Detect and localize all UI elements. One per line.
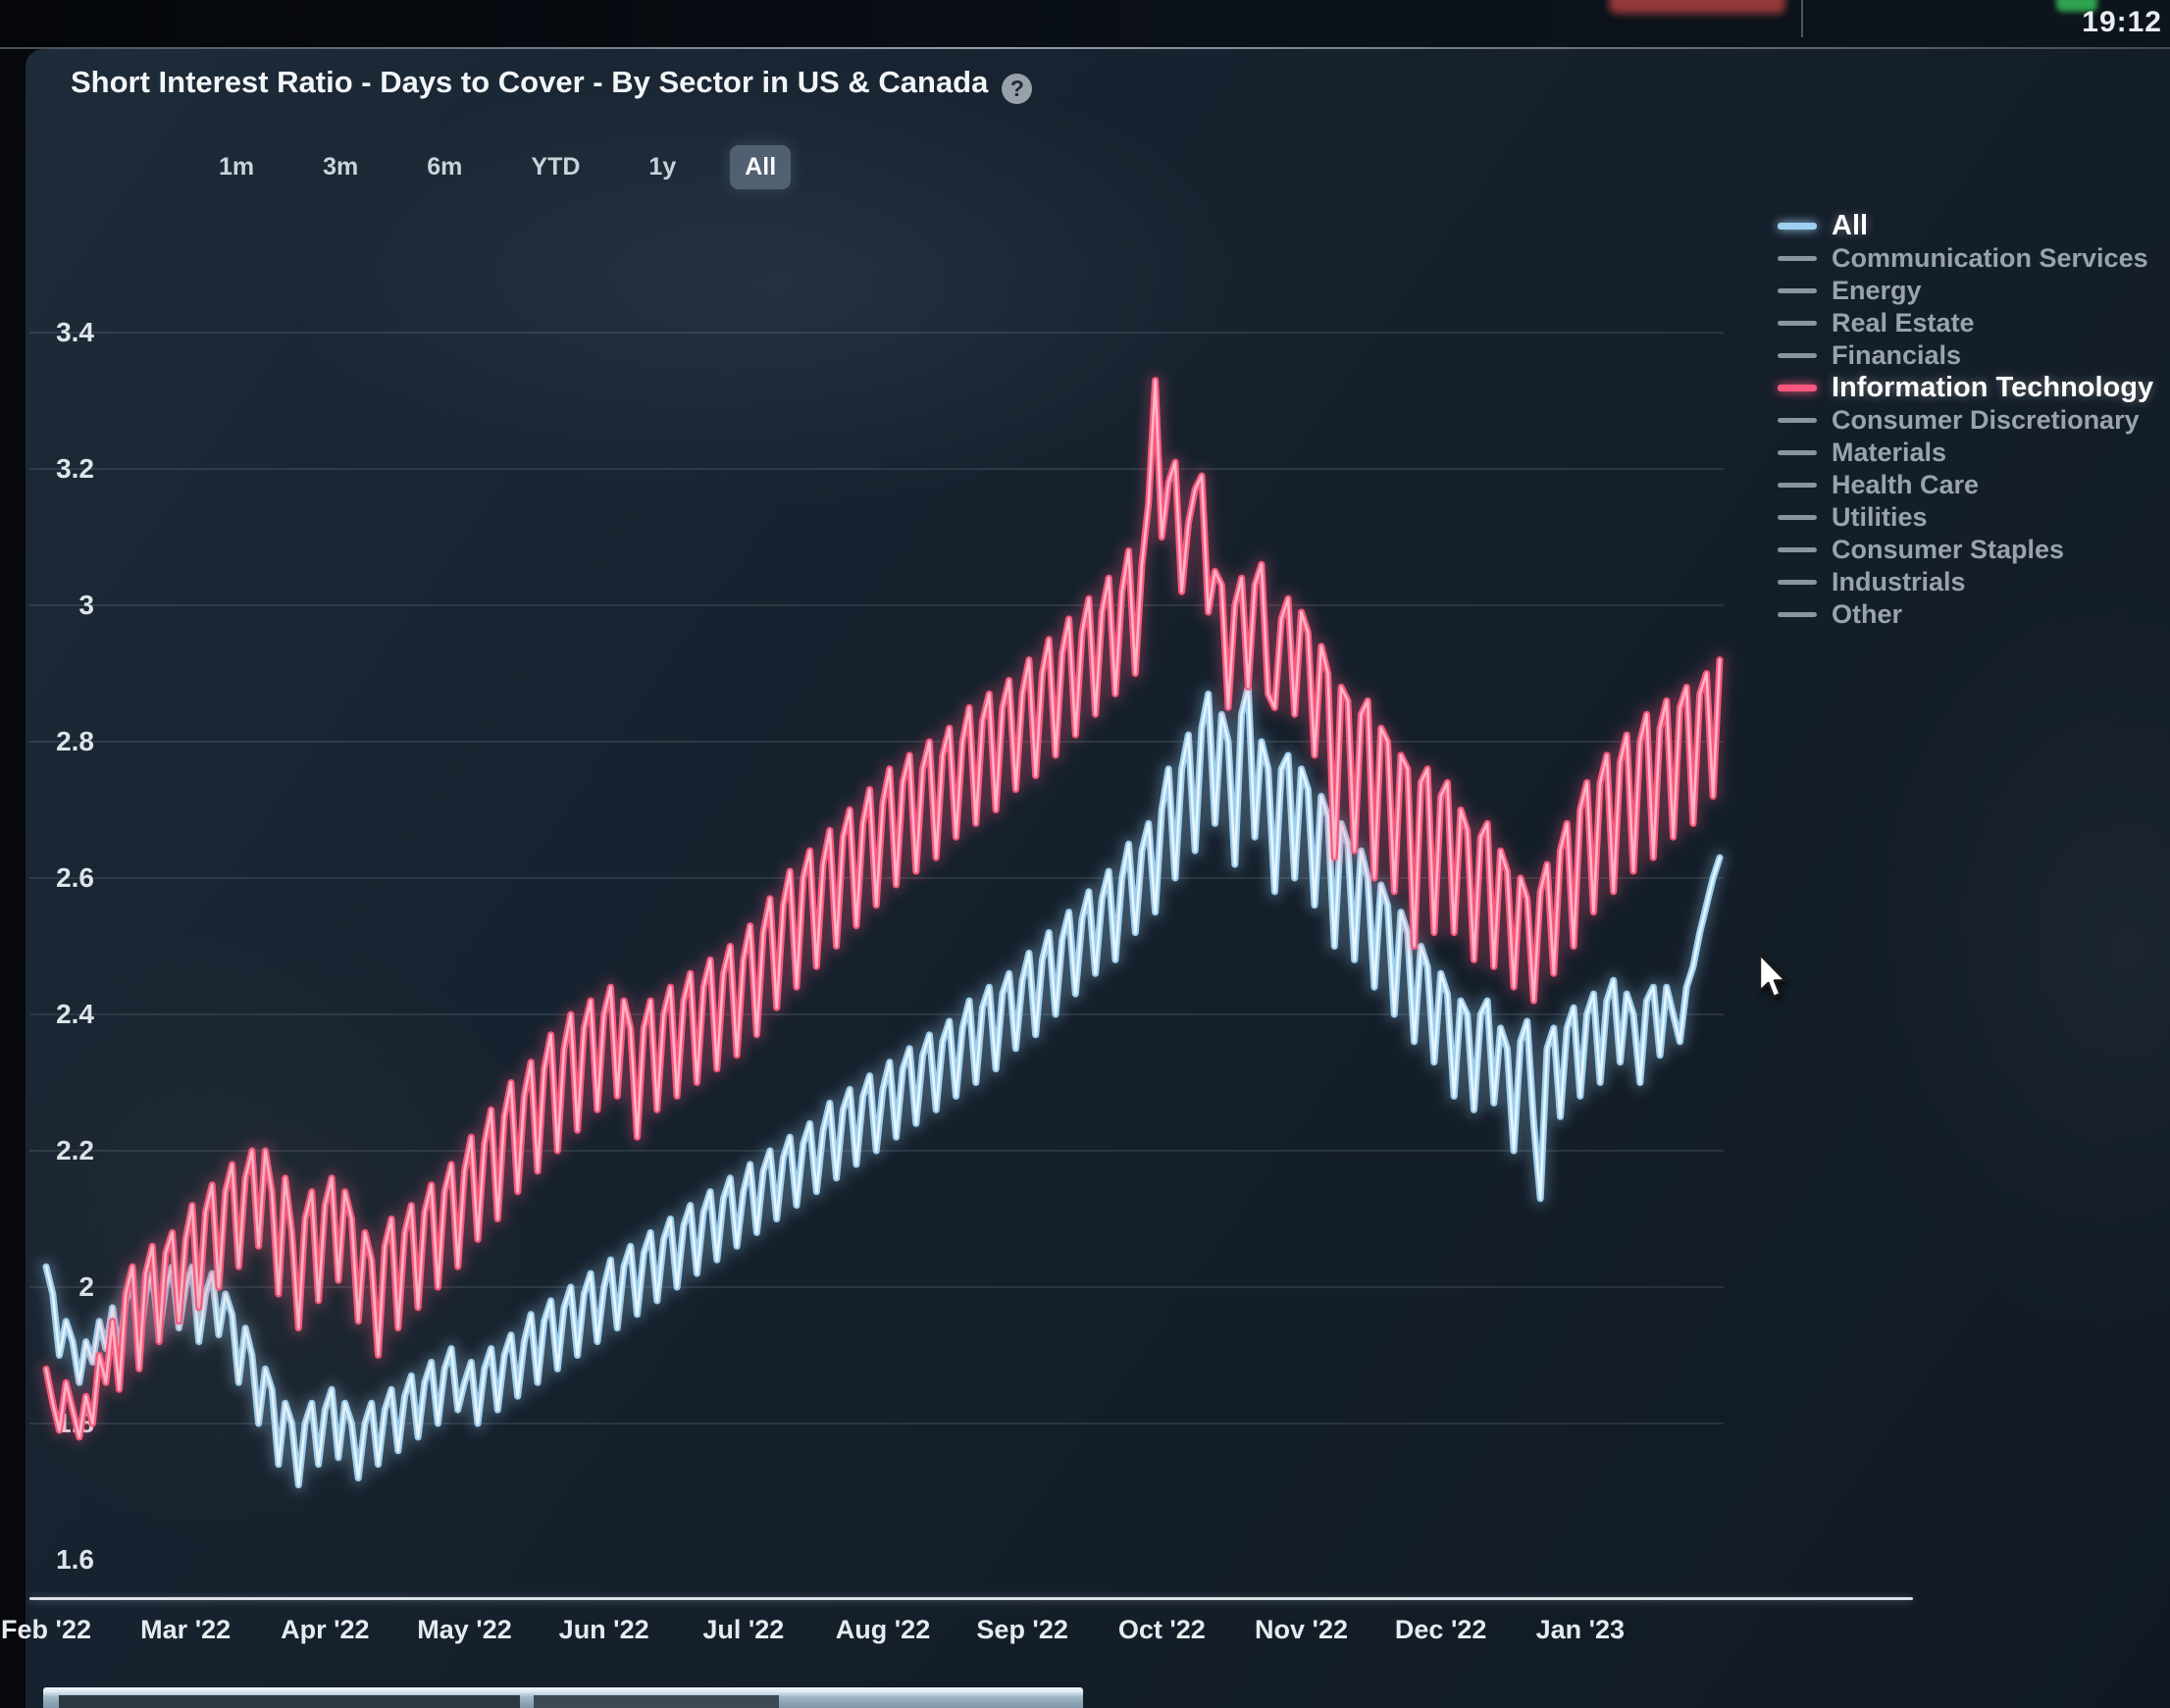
x-tick-2: Mar '22 [140, 1615, 232, 1644]
legend-swatch-icon [1778, 385, 1817, 391]
legend-swatch-icon [1778, 256, 1817, 261]
y-tick-2.6: 2.6 [56, 862, 94, 893]
x-tick-5: Jun '22 [558, 1615, 649, 1644]
x-tick-10: Nov '22 [1255, 1615, 1348, 1644]
y-tick-1.6: 1.6 [56, 1544, 94, 1575]
legend-swatch-icon [1778, 353, 1817, 358]
x-tick-4: May '22 [417, 1615, 512, 1644]
legend-item-other[interactable]: Other [1778, 598, 2153, 631]
series-line-all-highlight [44, 686, 1722, 1486]
series-line-information-technology-highlight [44, 379, 1722, 1439]
y-tick-3: 3 [78, 590, 94, 620]
legend-swatch-icon [1778, 547, 1817, 552]
legend-swatch-icon [1778, 321, 1817, 326]
legend-label: Financials [1832, 340, 1962, 370]
legend-item-consumer-staples[interactable]: Consumer Staples [1778, 534, 2153, 566]
legend-swatch-icon [1778, 483, 1817, 488]
help-icon[interactable]: ? [1002, 74, 1033, 104]
legend-label: Other [1832, 599, 1903, 629]
x-tick-11: Dec '22 [1394, 1615, 1487, 1644]
x-tick-7: Aug '22 [835, 1615, 931, 1644]
y-tick-3.4: 3.4 [56, 317, 94, 347]
legend-swatch-icon [1778, 223, 1817, 230]
gridline-1.8 [29, 1423, 1724, 1424]
range-buttons: 1m 3m 6m YTD 1y All [204, 145, 792, 189]
y-tick-2: 2 [78, 1271, 94, 1302]
gridline-3.4 [29, 332, 1724, 334]
range-button-1y[interactable]: 1y [648, 153, 677, 181]
top-bar-divider [1801, 0, 1803, 37]
top-bar: 19:12 [0, 0, 2170, 47]
legend-item-industrials[interactable]: Industrials [1778, 566, 2153, 598]
legend-item-financials[interactable]: Financials [1778, 339, 2153, 372]
x-tick-12: Jan '23 [1535, 1615, 1626, 1644]
legend-swatch-icon [1778, 418, 1817, 423]
legend-label: Real Estate [1832, 308, 1975, 337]
mouse-cursor [1758, 954, 1787, 999]
legend-item-real-estate[interactable]: Real Estate [1778, 307, 2153, 339]
range-button-6m[interactable]: 6m [427, 153, 463, 181]
legend-label: Communication Services [1832, 243, 2148, 273]
x-axis-line [29, 1597, 1913, 1600]
legend-item-utilities[interactable]: Utilities [1778, 501, 2153, 534]
legend-item-energy[interactable]: Energy [1778, 275, 2153, 307]
range-button-1m[interactable]: 1m [219, 153, 255, 181]
background-window-segment [59, 1695, 520, 1708]
legend-label: Utilities [1832, 502, 1928, 532]
background-window-edge [43, 1687, 1083, 1708]
legend-swatch-icon [1778, 515, 1817, 520]
gridline-2 [29, 1286, 1724, 1288]
legend-label: Industrials [1832, 567, 1966, 596]
y-tick-3.2: 3.2 [56, 453, 94, 484]
clock-time: 19:12 [2082, 6, 2162, 38]
y-tick-2.4: 2.4 [56, 999, 94, 1029]
chart-title-text: Short Interest Ratio - Days to Cover - B… [71, 65, 989, 99]
range-button-all[interactable]: All [730, 145, 792, 189]
legend-item-health-care[interactable]: Health Care [1778, 469, 2153, 501]
legend-item-information-technology[interactable]: Information Technology [1778, 372, 2153, 404]
legend-swatch-icon [1778, 612, 1817, 617]
legend-label: Information Technology [1832, 372, 2154, 403]
legend-swatch-icon [1778, 288, 1817, 293]
legend-item-materials[interactable]: Materials [1778, 437, 2153, 469]
legend-swatch-icon [1778, 450, 1817, 455]
legend-item-consumer-discretionary[interactable]: Consumer Discretionary [1778, 404, 2153, 437]
legend-label: Consumer Staples [1832, 535, 2065, 564]
gridline-2.8 [29, 741, 1724, 743]
gridline-2.4 [29, 1013, 1724, 1015]
cropped-green-badge [2056, 0, 2097, 12]
legend-label: Consumer Discretionary [1832, 405, 2140, 435]
page-title: Short Interest Ratio - Days to Cover - B… [71, 65, 1033, 104]
background-window-segment [534, 1695, 779, 1708]
x-tick-8: Sep '22 [976, 1615, 1068, 1644]
legend-swatch-icon [1778, 580, 1817, 585]
x-tick-1: Feb '22 [1, 1615, 91, 1644]
x-tick-6: Jul '22 [702, 1615, 785, 1644]
x-tick-9: Oct '22 [1117, 1615, 1206, 1644]
range-button-3m[interactable]: 3m [323, 153, 359, 181]
legend-label: Energy [1832, 276, 1922, 305]
window-top-border [0, 47, 2170, 49]
legend-label: Materials [1832, 438, 1947, 467]
legend-item-all[interactable]: All [1778, 210, 2153, 242]
legend: All Communication Services Energy Real Esta… [1778, 210, 2153, 631]
legend-label: All [1832, 210, 1869, 241]
x-tick-3: Apr '22 [281, 1615, 370, 1644]
gridline-3 [29, 604, 1724, 606]
y-tick-2.8: 2.8 [56, 726, 94, 756]
y-tick-2.2: 2.2 [56, 1135, 94, 1165]
legend-item-communication-services[interactable]: Communication Services [1778, 242, 2153, 275]
legend-label: Health Care [1832, 470, 1980, 499]
series-line-information-technology [42, 377, 1724, 1441]
cropped-red-text [1609, 0, 1785, 14]
range-button-ytd[interactable]: YTD [531, 153, 581, 181]
gridline-3.2 [29, 468, 1724, 470]
